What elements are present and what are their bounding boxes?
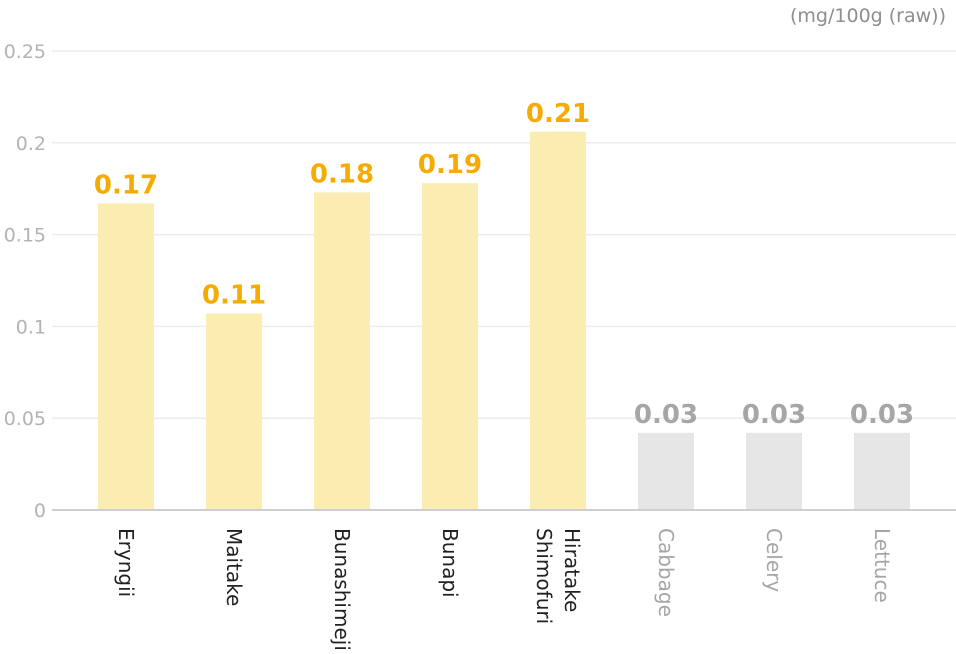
x-tick-label-line: Hiratake [560, 528, 584, 612]
gridlines [52, 50, 956, 419]
value-labels: 0.17 0.11 0.18 0.19 0.21 0.03 0.03 0.03 [94, 99, 914, 430]
x-tick-label-line: Maitake [222, 528, 246, 606]
bar [746, 432, 802, 510]
y-tick-label: 0.1 [16, 316, 46, 338]
value-label: 0.19 [418, 150, 482, 180]
x-tick-label-line: Bunapi [438, 528, 462, 598]
value-label: 0.18 [310, 159, 374, 189]
unit-label: (mg/100g (raw)) [790, 5, 946, 27]
value-label: 0.03 [742, 400, 806, 430]
bar [422, 183, 478, 510]
bars [98, 131, 910, 510]
value-label: 0.03 [634, 400, 698, 430]
bar [638, 432, 694, 510]
y-axis: 0 0.05 0.1 0.15 0.2 0.25 [4, 41, 46, 522]
bar [98, 203, 154, 510]
x-tick-label-line: Lettuce [870, 528, 894, 603]
y-tick-label: 0.15 [4, 225, 46, 247]
x-tick-label-line: Shimofuri [532, 528, 556, 624]
x-tick-label-line: Cabbage [654, 528, 678, 617]
bar [206, 313, 262, 510]
x-axis: Eryngii Maitake Bunashimeji Bunapi Shimofuri… [114, 528, 894, 651]
bar [854, 432, 910, 510]
x-tick-label: Bunapi [438, 528, 462, 598]
x-tick-label-line: Celery [762, 528, 786, 592]
value-label: 0.03 [850, 400, 914, 430]
x-tick-label-line: Bunashimeji [330, 528, 354, 651]
y-tick-label: 0.05 [4, 408, 46, 430]
y-tick-label: 0.25 [4, 41, 46, 63]
value-label: 0.11 [202, 281, 266, 311]
x-tick-label: Cabbage [654, 528, 678, 617]
x-tick-label: Lettuce [870, 528, 894, 603]
value-label: 0.17 [94, 170, 158, 200]
bar [314, 192, 370, 510]
x-tick-label: Maitake [222, 528, 246, 606]
x-tick-label: Bunashimeji [330, 528, 354, 651]
y-tick-label: 0.2 [16, 133, 46, 155]
bar [530, 131, 586, 510]
x-tick-label-line: Eryngii [114, 528, 138, 597]
y-tick-label: 0 [34, 500, 46, 522]
x-tick-label: Celery [762, 528, 786, 592]
x-tick-label: Shimofuri Hiratake [532, 528, 584, 624]
value-label: 0.21 [526, 99, 590, 129]
x-tick-label: Eryngii [114, 528, 138, 597]
